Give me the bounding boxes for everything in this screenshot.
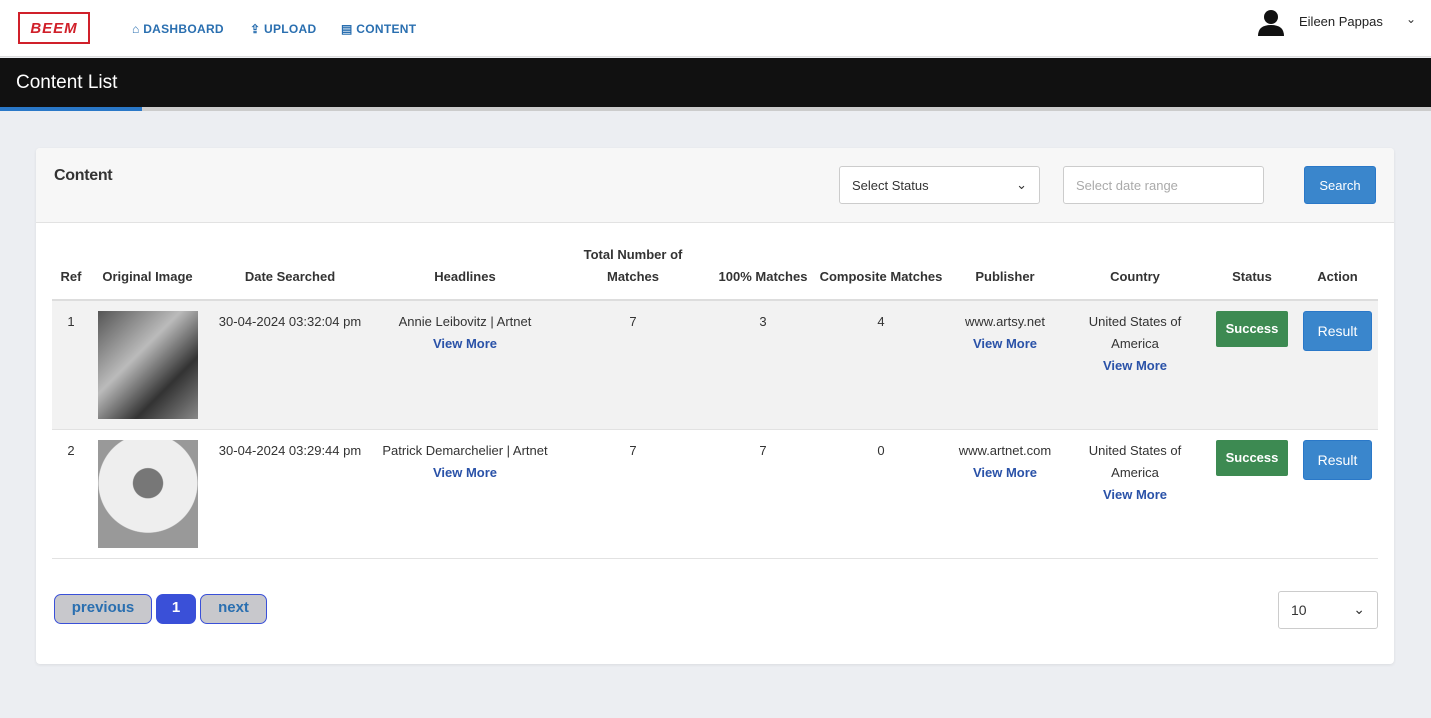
total-matches-cell: 7 bbox=[555, 429, 711, 559]
avatar[interactable] bbox=[1256, 8, 1286, 36]
total-matches-cell: 7 bbox=[555, 300, 711, 430]
nav-link-text: UPLOAD bbox=[264, 22, 317, 36]
publisher-cell: www.artnet.com View More bbox=[947, 429, 1063, 559]
content-card: Content Select Status ⌄ Select date range… bbox=[36, 148, 1394, 664]
column-header: Composite Matches bbox=[815, 240, 947, 301]
page-size-select[interactable]: 10 ⌄ bbox=[1278, 591, 1378, 629]
publisher-text: www.artnet.com bbox=[958, 443, 1052, 458]
headline-text: Patrick Demarchelier | Artnet bbox=[382, 443, 548, 458]
card-title: Content bbox=[54, 167, 113, 184]
full-matches-cell: 3 bbox=[711, 300, 815, 430]
status-select[interactable]: Select Status ⌄ bbox=[839, 166, 1040, 204]
nav-link[interactable]: ⌂ DASHBOARD bbox=[132, 22, 224, 36]
card-header: Content Select Status ⌄ Select date range… bbox=[36, 148, 1394, 223]
status-cell: Success bbox=[1207, 300, 1297, 430]
next-button[interactable]: next bbox=[200, 594, 267, 624]
action-cell: Result bbox=[1297, 429, 1378, 559]
country-cell: United States of America View More bbox=[1063, 429, 1207, 559]
column-header: Headlines bbox=[375, 240, 555, 301]
nav-link[interactable]: ⇪ UPLOAD bbox=[250, 22, 316, 36]
composite-matches-cell: 0 bbox=[815, 429, 947, 559]
ref-cell: 2 bbox=[52, 429, 90, 559]
select-text: 10 bbox=[1291, 602, 1307, 618]
thumbnail[interactable] bbox=[97, 440, 198, 548]
content-table: Ref Original Image Date Searched Headlines T… bbox=[52, 240, 1378, 559]
result-button[interactable]: Result bbox=[1302, 440, 1373, 480]
headline-text: Annie Leibovitz | Artnet bbox=[398, 314, 532, 329]
icon: ⌂ bbox=[132, 22, 144, 36]
table-row: 1 30-04-2024 03:32:04 pm Annie Leibovitz |… bbox=[52, 300, 1378, 430]
page-title: Content List bbox=[0, 58, 1431, 108]
ref-cell: 1 bbox=[52, 300, 90, 430]
icon: ⇪ bbox=[250, 22, 264, 36]
table-body: 1 30-04-2024 03:32:04 pm Annie Leibovitz |… bbox=[52, 300, 1378, 559]
date-range-input[interactable]: Select date range bbox=[1063, 166, 1264, 204]
column-header: Publisher bbox=[947, 240, 1063, 301]
nav-link[interactable]: ▤ CONTENT bbox=[341, 22, 416, 36]
column-header: Country bbox=[1063, 240, 1207, 301]
active-indicator bbox=[0, 107, 142, 111]
date-cell: 30-04-2024 03:29:44 pm bbox=[205, 429, 375, 559]
result-button[interactable]: Result bbox=[1302, 311, 1373, 351]
composite-matches-cell: 4 bbox=[815, 300, 947, 430]
status-badge: Success bbox=[1215, 311, 1289, 347]
view-more-link[interactable]: View More bbox=[972, 336, 1038, 351]
previous-button[interactable]: previous bbox=[54, 594, 152, 624]
title-underline bbox=[0, 107, 1431, 111]
full-matches-cell: 7 bbox=[711, 429, 815, 559]
view-more-link[interactable]: View More bbox=[1102, 358, 1168, 373]
date-cell: 30-04-2024 03:32:04 pm bbox=[205, 300, 375, 430]
nav-link-text: DASHBOARD bbox=[143, 22, 224, 36]
column-header: Date Searched bbox=[205, 240, 375, 301]
search-button[interactable]: Search bbox=[1304, 166, 1376, 204]
column-header: 100% Matches bbox=[711, 240, 815, 301]
column-header: Status bbox=[1207, 240, 1297, 301]
column-header: Action bbox=[1297, 240, 1378, 301]
chevron: ⌄ bbox=[1353, 601, 1365, 617]
select-text: Select Status bbox=[852, 178, 929, 193]
logo[interactable]: BEEM bbox=[18, 12, 90, 44]
header-row: Ref Original Image Date Searched Headlines T… bbox=[52, 240, 1378, 301]
user-menu-chevron[interactable]: ⌄ bbox=[1406, 12, 1417, 26]
headline-cell: Annie Leibovitz | Artnet View More bbox=[375, 300, 555, 430]
status-cell: Success bbox=[1207, 429, 1297, 559]
column-header: Total Number of Matches bbox=[555, 240, 711, 301]
action-cell: Result bbox=[1297, 300, 1378, 430]
column-header: Original Image bbox=[90, 240, 205, 301]
chevron: ⌄ bbox=[1016, 177, 1027, 192]
headline-cell: Patrick Demarchelier | Artnet View More bbox=[375, 429, 555, 559]
top-nav: BEEM ⌂ DASHBOARD ⇪ UPLOAD ▤ CONTENT Eile… bbox=[0, 0, 1431, 57]
view-more-link[interactable]: View More bbox=[432, 336, 498, 351]
view-more-link[interactable]: View More bbox=[432, 465, 498, 480]
column-header: Ref bbox=[52, 240, 90, 301]
publisher-text: www.artsy.net bbox=[965, 314, 1045, 329]
view-more-link[interactable]: View More bbox=[1102, 487, 1168, 502]
icon: ▤ bbox=[341, 22, 357, 36]
country-cell: United States of America View More bbox=[1063, 300, 1207, 430]
thumbnail[interactable] bbox=[97, 311, 198, 419]
image-cell bbox=[90, 300, 205, 430]
nav-link-text: CONTENT bbox=[356, 22, 417, 36]
status-badge: Success bbox=[1215, 440, 1289, 476]
country-text: United States of America bbox=[1088, 314, 1182, 351]
table-head: Ref Original Image Date Searched Headlines T… bbox=[52, 240, 1378, 301]
view-more-link[interactable]: View More bbox=[972, 465, 1038, 480]
country-text: United States of America bbox=[1088, 443, 1182, 480]
image-cell bbox=[90, 429, 205, 559]
page-button[interactable]: 1 bbox=[156, 594, 196, 624]
user-name[interactable]: Eileen Pappas bbox=[1299, 14, 1383, 29]
table-row: 2 30-04-2024 03:29:44 pm Patrick Demarchel… bbox=[52, 429, 1378, 559]
publisher-cell: www.artsy.net View More bbox=[947, 300, 1063, 430]
